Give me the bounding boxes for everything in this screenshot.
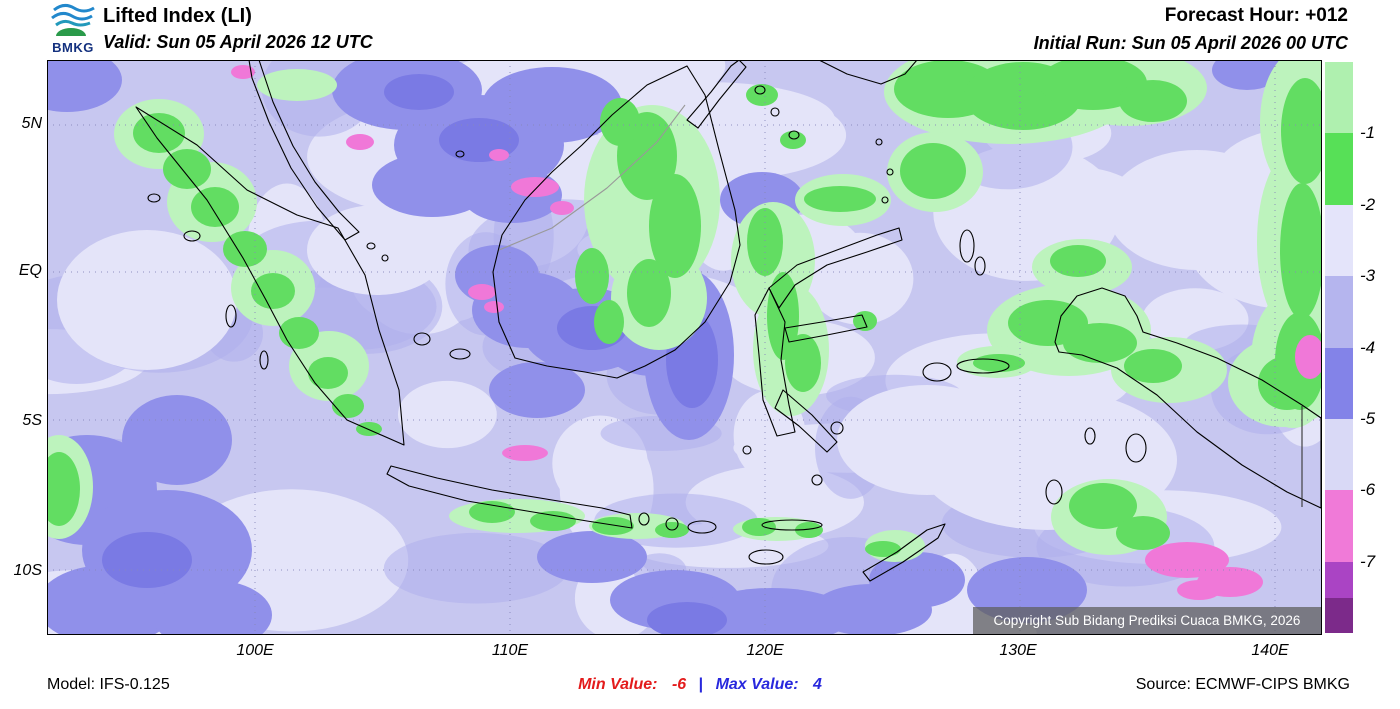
lon-tick-120E: 120E xyxy=(746,642,784,659)
lat-tick-10S: 10S xyxy=(13,562,42,579)
legend-label--1: -1 xyxy=(1360,123,1376,142)
bmkg-logo-text: BMKG xyxy=(52,40,94,55)
copyright-text: Copyright Sub Bidang Prediksi Cuaca BMKG… xyxy=(994,613,1301,628)
copyright-overlay: Copyright Sub Bidang Prediksi Cuaca BMKG… xyxy=(973,607,1322,634)
bmkg-logo-icon xyxy=(51,3,95,36)
page-title: Lifted Index (LI) xyxy=(103,5,252,27)
initial-run: Initial Run: Sun 05 April 2026 00 UTC xyxy=(1033,33,1348,53)
legend-label--2: -2 xyxy=(1360,195,1376,214)
legend-label--4: -4 xyxy=(1360,338,1376,357)
max-value-label: Max Value: xyxy=(715,676,799,693)
coastlines xyxy=(135,60,1322,582)
lon-tick-110E: 110E xyxy=(491,642,529,659)
bmkg-logo: BMKG xyxy=(46,2,100,55)
map-grid xyxy=(47,60,1322,635)
source-label: Source: ECMWF-CIPS BMKG xyxy=(1135,676,1350,693)
lon-tick-130E: 130E xyxy=(999,642,1037,659)
forecast-hour: Forecast Hour: +012 xyxy=(1164,5,1348,26)
legend-color-block-6 xyxy=(1325,490,1353,562)
valid-time: Valid: Sun 05 April 2026 12 UTC xyxy=(103,32,373,52)
min-value: -6 xyxy=(671,676,687,693)
li-shading-layer xyxy=(47,60,1322,635)
minmax-separator: | xyxy=(698,676,704,693)
legend-color-block-2 xyxy=(1325,205,1353,276)
lon-tick-140E: 140E xyxy=(1251,642,1289,659)
legend-color-block-3 xyxy=(1325,276,1353,348)
legend-color-block-7 xyxy=(1325,562,1353,598)
minmax-values: Min Value: -6 | Max Value: 4 xyxy=(578,676,822,694)
lon-tick-100E: 100E xyxy=(236,642,274,659)
lifted-index-map: Copyright Sub Bidang Prediksi Cuaca BMKG… xyxy=(47,60,1322,635)
legend-label--6: -6 xyxy=(1360,480,1376,499)
lat-tick-5S: 5S xyxy=(22,412,42,429)
legend-color-block-0 xyxy=(1325,62,1353,133)
model-label: Model: IFS-0.125 xyxy=(47,676,170,693)
legend-color-block-1 xyxy=(1325,133,1353,205)
legend-color-block-4 xyxy=(1325,348,1353,419)
color-scale-legend xyxy=(1325,62,1353,633)
map-border xyxy=(47,60,1322,635)
legend-label--5: -5 xyxy=(1360,409,1376,428)
lat-tick-5N: 5N xyxy=(21,115,42,132)
max-value: 4 xyxy=(813,676,822,693)
legend-color-block-5 xyxy=(1325,419,1353,490)
legend-label--7: -7 xyxy=(1360,552,1376,571)
legend-color-block-8 xyxy=(1325,598,1353,633)
min-value-label: Min Value: xyxy=(578,676,658,693)
lat-tick-EQ: EQ xyxy=(18,262,42,279)
legend-label--3: -3 xyxy=(1360,266,1376,285)
